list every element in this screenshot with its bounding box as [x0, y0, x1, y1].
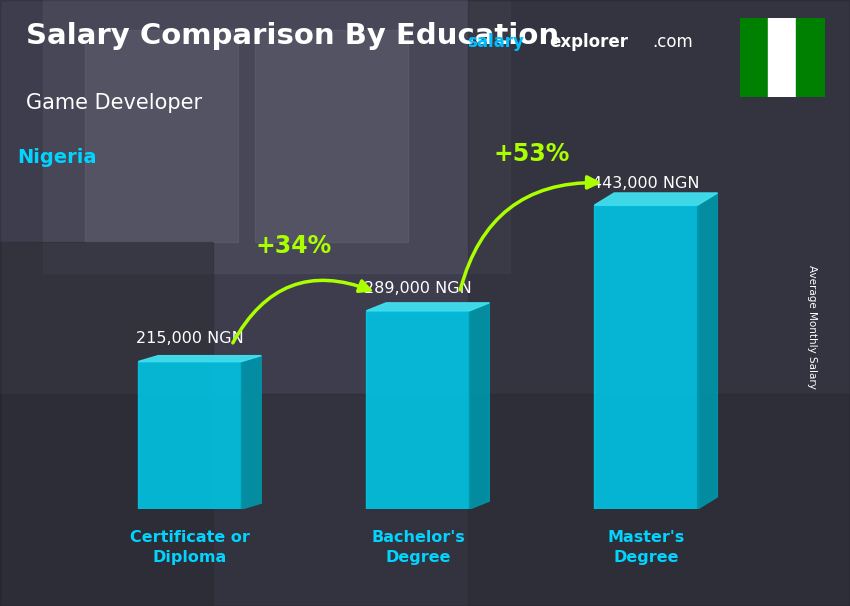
Text: Bachelor's
Degree: Bachelor's Degree — [371, 530, 465, 565]
Bar — [594, 205, 698, 509]
Bar — [468, 0, 850, 606]
Bar — [0, 394, 850, 606]
Bar — [0, 242, 212, 606]
Polygon shape — [366, 303, 490, 311]
Text: salary: salary — [468, 33, 524, 52]
Text: +34%: +34% — [256, 233, 332, 258]
Bar — [255, 30, 408, 242]
FancyArrowPatch shape — [460, 177, 598, 290]
Bar — [139, 362, 241, 509]
Polygon shape — [241, 356, 261, 509]
FancyArrowPatch shape — [233, 281, 370, 343]
Text: 215,000 NGN: 215,000 NGN — [136, 331, 244, 347]
Text: 443,000 NGN: 443,000 NGN — [592, 176, 700, 191]
Polygon shape — [469, 303, 490, 509]
Text: Master's
Degree: Master's Degree — [608, 530, 684, 565]
Text: Salary Comparison By Education: Salary Comparison By Education — [26, 22, 558, 50]
Polygon shape — [594, 193, 717, 205]
Text: .com: .com — [653, 33, 694, 52]
Text: +53%: +53% — [494, 142, 570, 165]
Bar — [740, 18, 768, 97]
Bar — [796, 18, 824, 97]
Bar — [366, 311, 469, 509]
Bar — [42, 0, 510, 273]
Text: 289,000 NGN: 289,000 NGN — [364, 281, 472, 296]
Polygon shape — [698, 193, 717, 509]
Bar — [85, 30, 238, 242]
Text: Average Monthly Salary: Average Monthly Salary — [807, 265, 817, 389]
Text: Nigeria: Nigeria — [17, 148, 97, 167]
Text: Certificate or
Diploma: Certificate or Diploma — [130, 530, 250, 565]
Bar — [768, 18, 796, 97]
Text: Game Developer: Game Developer — [26, 93, 201, 113]
Text: explorer: explorer — [549, 33, 628, 52]
Polygon shape — [139, 356, 261, 362]
